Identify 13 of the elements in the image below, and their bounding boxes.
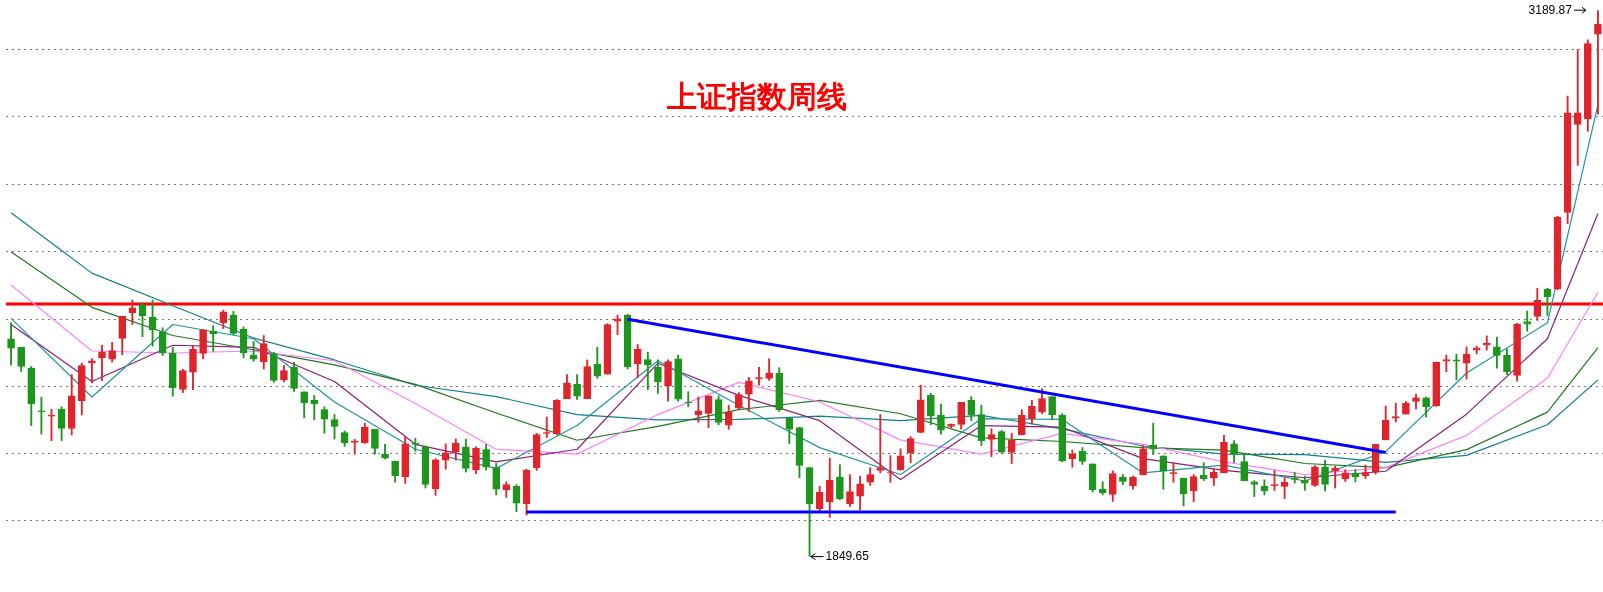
annotation: 1849.65	[825, 548, 870, 563]
candlestick	[694, 396, 703, 423]
candlestick	[350, 439, 359, 455]
candlestick	[411, 437, 420, 452]
annotation: 3189.87	[1528, 2, 1573, 17]
candlestick	[209, 325, 218, 352]
candlestick	[684, 391, 693, 408]
candlestick	[37, 397, 46, 435]
candlestick	[98, 344, 106, 382]
candlestick	[1573, 49, 1582, 166]
candlestick	[1149, 422, 1158, 455]
text: 上证指数周线	[665, 78, 847, 114]
candlestick	[88, 358, 96, 384]
